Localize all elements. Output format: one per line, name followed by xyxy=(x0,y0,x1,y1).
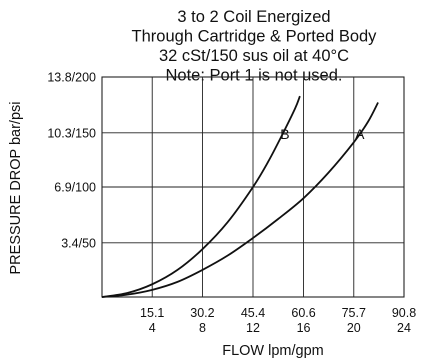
x-tick-labels: 15.14 30.28 45.412 60.616 75.720 90.824 xyxy=(140,306,416,335)
x-tick-label-lpm: 15.1 xyxy=(140,306,164,320)
x-tick-label-lpm: 75.7 xyxy=(342,306,366,320)
y-tick-label: 10.3/150 xyxy=(47,126,96,140)
title-line-2: Through Cartridge & Ported Body xyxy=(132,28,378,46)
chart-series xyxy=(101,95,379,298)
x-tick-label-lpm: 45.4 xyxy=(241,306,265,320)
curve-a xyxy=(101,102,379,298)
curve-label-b: B xyxy=(280,126,289,142)
x-tick-label-lpm: 60.6 xyxy=(291,306,315,320)
y-tick-label: 13.8/200 xyxy=(47,71,96,85)
x-tick-label-lpm: 90.8 xyxy=(392,306,416,320)
title-line-1: 3 to 2 Coil Energized xyxy=(177,8,330,26)
x-tick-label-gpm: 12 xyxy=(246,321,260,335)
y-tick-label: 6.9/100 xyxy=(54,181,96,195)
y-tick-labels: 3.4/50 6.9/100 10.3/150 13.8/200 xyxy=(47,71,96,251)
curve-label-a: A xyxy=(355,126,365,142)
x-tick-label-gpm: 20 xyxy=(347,321,361,335)
y-axis-label: PRESSURE DROP bar/psi xyxy=(8,102,24,275)
x-tick-label-gpm: 8 xyxy=(199,321,206,335)
curve-b xyxy=(101,95,301,298)
title-line-4: Note: Port 1 is not used. xyxy=(165,67,342,85)
plot-frame xyxy=(101,76,405,298)
x-tick-label-gpm: 16 xyxy=(297,321,311,335)
x-axis-label: FLOW lpm/gpm xyxy=(222,343,324,359)
y-tick-label: 3.4/50 xyxy=(61,236,96,250)
title-line-3: 32 cSt/150 sus oil at 40°C xyxy=(159,47,349,65)
x-tick-label-lpm: 30.2 xyxy=(190,306,214,320)
chart-title: 3 to 2 Coil Energized Through Cartridge &… xyxy=(132,8,378,85)
x-tick-label-gpm: 24 xyxy=(397,321,411,335)
x-tick-label-gpm: 4 xyxy=(149,321,156,335)
